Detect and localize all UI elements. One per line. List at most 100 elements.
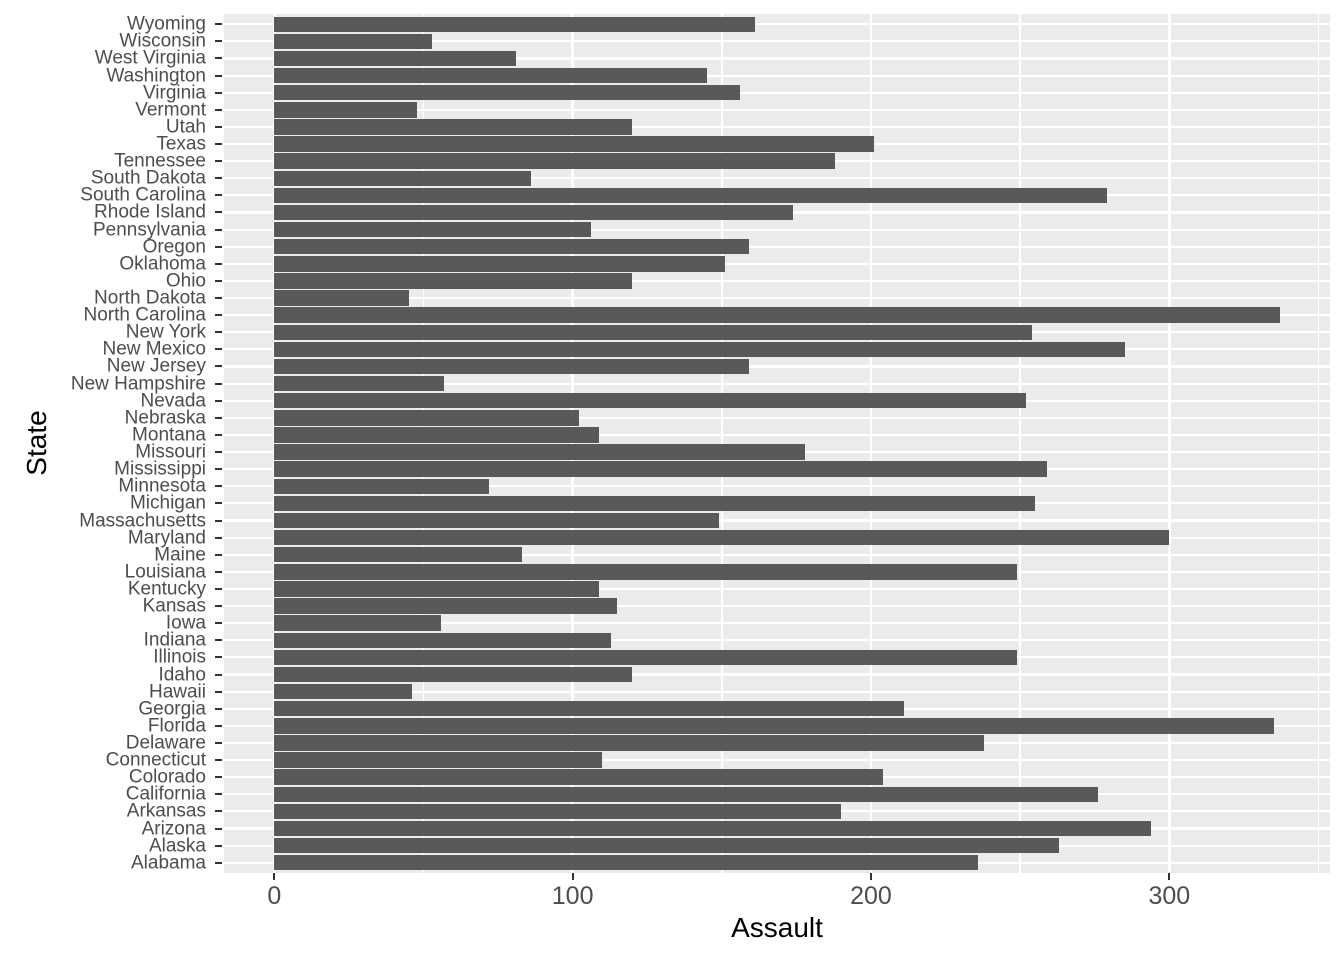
bar-ohio [274,273,633,289]
y-tick-mark [215,297,222,300]
y-tick-mark [215,279,222,282]
y-tick-label: Ohio [165,270,206,292]
bar-pennsylvania [274,221,591,238]
y-tick-mark [215,314,222,317]
category-gridline [224,108,1330,111]
category-gridline [224,639,1330,642]
x-tick-mark [1168,873,1171,880]
bar-arizona [274,820,1152,837]
y-tick-label: Georgia [138,698,206,720]
y-tick-label: Nebraska [124,407,206,429]
plot-panel [224,14,1330,873]
x-tick-label: 200 [850,882,892,910]
y-tick-label: Virginia [142,82,206,104]
y-tick-label: Mississippi [114,458,206,480]
y-tick-mark [215,536,222,539]
y-tick-mark [215,741,222,744]
y-tick-mark [215,125,222,128]
x-tick-mark [273,873,276,880]
bar-connecticut [274,752,603,768]
bar-vermont [274,102,418,118]
bar-nevada [274,393,1027,409]
bar-north-carolina [274,307,1280,323]
major-gridline [1168,14,1171,873]
bar-iowa [274,615,442,631]
category-gridline [224,177,1330,180]
y-tick-label: Colorado [128,766,206,788]
category-gridline [224,604,1330,608]
y-tick-label: Louisiana [124,561,206,583]
y-tick-mark [215,40,222,43]
y-tick-mark [215,553,222,556]
y-tick-mark [215,707,222,710]
y-tick-label: Florida [147,715,206,737]
category-gridline [224,382,1330,385]
x-tick-label: 100 [551,882,594,910]
category-gridline [224,228,1330,231]
bar-massachusetts [274,512,719,529]
y-tick-label: Washington [106,65,206,87]
bar-california [274,786,1098,802]
bar-oregon [274,239,749,255]
y-tick-mark [215,108,222,111]
category-gridline [224,690,1330,693]
bar-virginia [274,85,740,101]
y-tick-label: Rhode Island [94,201,206,223]
y-tick-mark [215,399,222,402]
y-tick-mark [215,74,222,77]
major-gridline [571,14,574,873]
bar-minnesota [274,478,490,494]
bar-texas [274,136,874,152]
bar-arkansas [274,803,842,820]
category-gridline [224,279,1330,283]
y-tick-label: North Carolina [83,304,207,326]
y-tick-mark [215,485,222,488]
y-tick-label: Michigan [129,492,206,514]
x-tick-label: 0 [267,882,282,910]
y-tick-label: Minnesota [118,475,206,497]
bar-oklahoma [274,256,725,272]
y-tick-label: New York [125,321,206,343]
y-tick-mark [215,605,222,608]
bar-wisconsin [274,33,433,50]
category-gridline [224,296,1330,300]
y-tick-label: Kentucky [127,578,206,600]
y-tick-mark [215,382,222,385]
bar-south-carolina [274,187,1107,204]
bar-washington [274,67,707,84]
major-gridline [869,14,873,873]
bar-kentucky [274,581,600,597]
y-tick-mark [215,827,222,830]
y-tick-mark [215,194,222,197]
y-tick-label: Wyoming [126,13,206,35]
y-tick-mark [215,656,222,659]
y-tick-label: Montana [132,424,206,446]
y-tick-mark [215,861,222,864]
bar-maine [274,547,522,563]
category-gridline [224,40,1330,43]
bar-new-jersey [274,358,749,375]
y-tick-label: California [125,783,206,805]
bar-florida [274,718,1274,734]
y-tick-label: Vermont [135,99,206,121]
bar-indiana [274,632,612,648]
bar-montana [274,427,600,443]
y-tick-mark [215,433,222,436]
y-tick-label: Missouri [135,441,206,463]
bar-hawaii [274,683,412,700]
minor-gridline [721,14,723,873]
category-gridline [224,622,1330,625]
bar-utah [274,119,633,135]
minor-gridline [1317,14,1320,873]
y-tick-mark [215,91,222,94]
y-tick-label: Texas [156,133,206,155]
bar-rhode-island [274,204,794,221]
y-tick-mark [215,451,222,454]
category-gridline [224,245,1330,248]
category-gridline [224,673,1330,676]
y-tick-label: Nevada [140,390,207,412]
category-gridline [224,125,1330,129]
y-tick-mark [215,622,222,625]
category-gridline [224,553,1330,556]
